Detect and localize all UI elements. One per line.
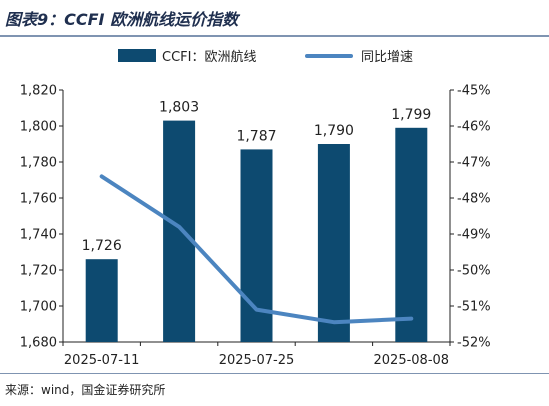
x-tick-label: 2025-08-08 [374, 353, 450, 368]
legend-swatch-bar [118, 49, 156, 62]
bar [163, 120, 196, 342]
bar [317, 144, 350, 342]
y-right-tick-label: -49% [457, 228, 491, 243]
y-right-tick-label: -47% [457, 156, 491, 171]
legend-item-bar: CCFI：欧洲航线 [118, 46, 256, 65]
y-left-tick-label: 1,740 [20, 228, 57, 243]
y-right-tick-label: -48% [457, 192, 491, 207]
bar-data-label: 1,726 [82, 238, 122, 254]
y-right-tick-label: -52% [457, 336, 491, 351]
y-right-tick-label: -50% [457, 264, 491, 279]
x-tick-label: 2025-07-11 [64, 353, 140, 368]
bar [85, 259, 118, 342]
y-right-tick-label: -46% [457, 120, 491, 135]
chart-title: 图表9：CCFI 欧洲航线运价指数 [5, 10, 239, 29]
chart-legend: CCFI：欧洲航线 同比增速 [0, 46, 549, 70]
title-divider [0, 35, 549, 37]
source-note: 来源：wind，国金证券研究所 [5, 383, 166, 397]
y-right-tick-label: -45% [457, 84, 491, 99]
y-left-tick-label: 1,680 [20, 336, 57, 351]
y-left-tick-label: 1,760 [20, 192, 57, 207]
y-left-tick-label: 1,780 [20, 156, 57, 171]
legend-label-line: 同比增速 [361, 50, 414, 65]
bar [395, 127, 428, 342]
y-left-tick-label: 1,800 [20, 120, 57, 135]
footer-divider [0, 373, 549, 374]
bar-data-label: 1,787 [236, 128, 276, 144]
legend-swatch-line [305, 53, 353, 58]
legend-item-line: 同比增速 [305, 46, 413, 65]
y-left-tick-label: 1,820 [20, 84, 57, 99]
y-left-tick-label: 1,720 [20, 264, 57, 279]
y-left-tick-label: 1,700 [20, 300, 57, 315]
x-tick-label: 2025-07-25 [219, 353, 295, 368]
bar-data-label: 1,799 [391, 107, 431, 123]
y-right-tick-label: -51% [457, 300, 491, 315]
bar-data-label: 1,803 [159, 100, 199, 116]
legend-label-bar: CCFI：欧洲航线 [162, 50, 257, 65]
bar-data-label: 1,790 [314, 123, 354, 139]
